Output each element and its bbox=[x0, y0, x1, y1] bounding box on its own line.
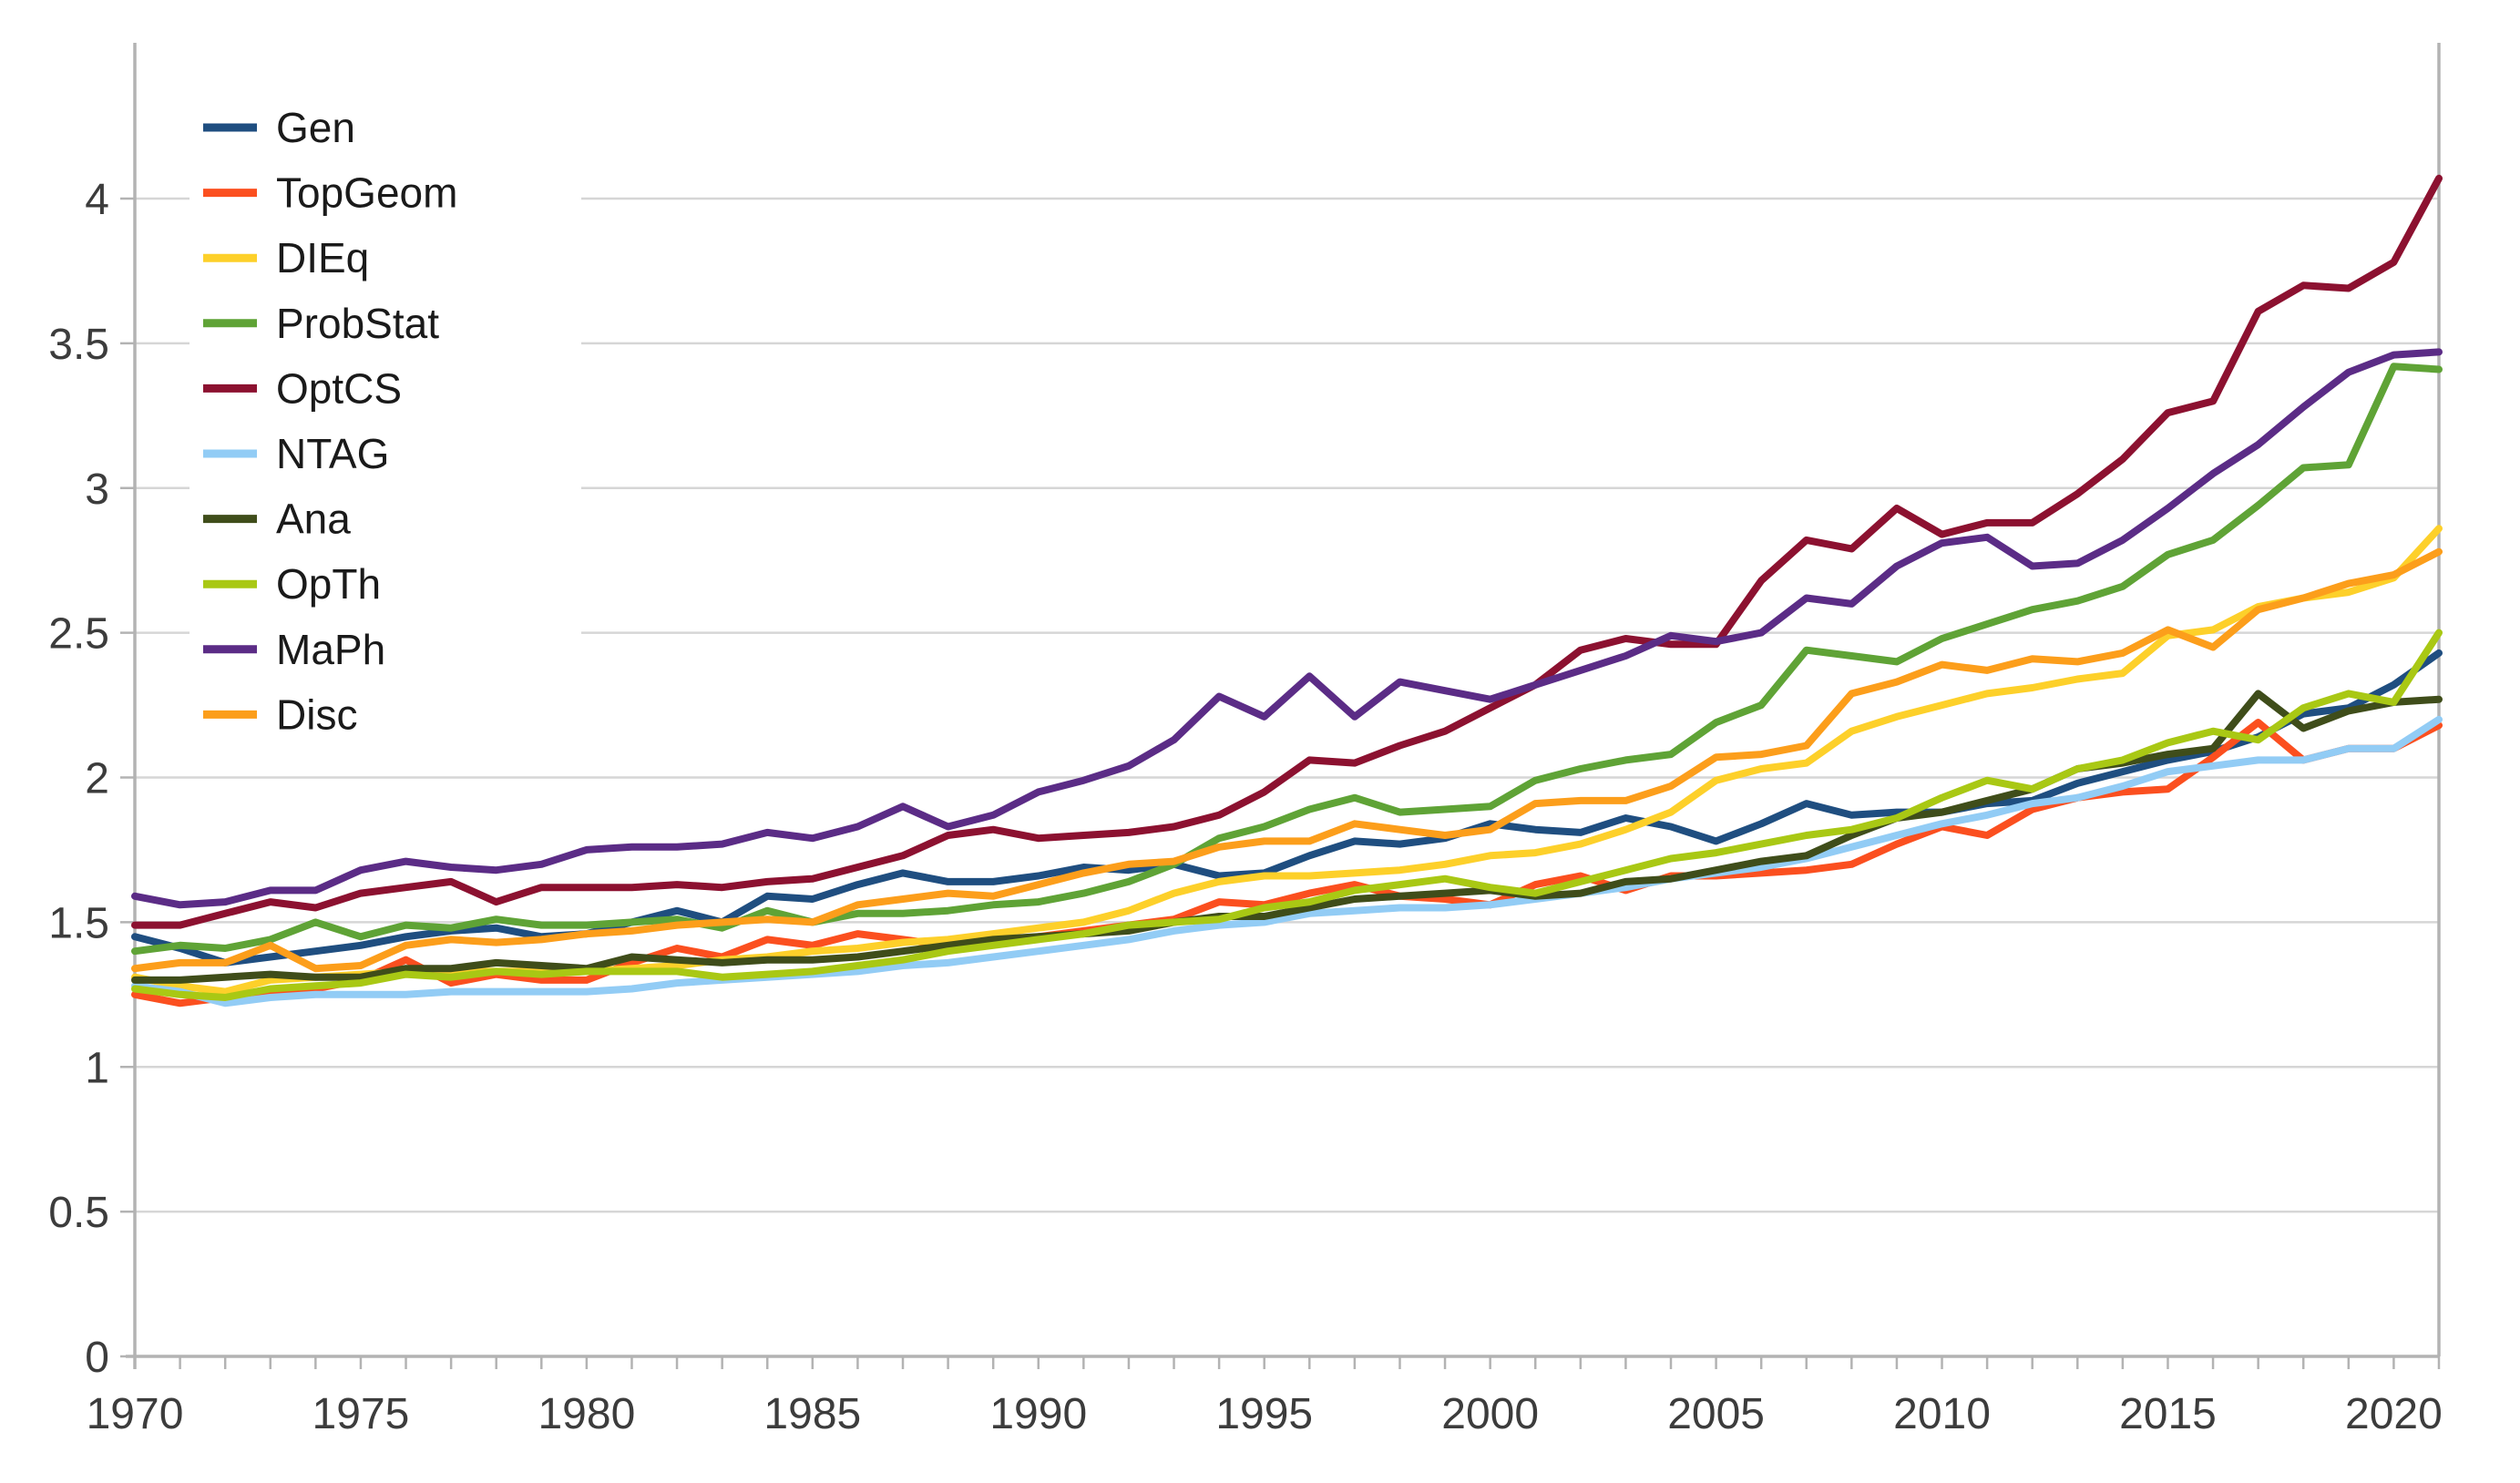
series-line-maph bbox=[131, 348, 2443, 909]
y-tick-labels: 0 0.5 1 1.5 2 2.5 3 3.5 4 bbox=[48, 176, 109, 1382]
series-line-gen bbox=[131, 649, 2443, 967]
x-tick-label: 1985 bbox=[763, 1390, 861, 1438]
y-tick-label: 3.5 bbox=[48, 321, 109, 369]
x-tick-label: 1975 bbox=[312, 1390, 410, 1438]
x-tick-label: 1980 bbox=[538, 1390, 635, 1438]
x-tick-label: 1990 bbox=[989, 1390, 1087, 1438]
y-tick-label: 2 bbox=[85, 755, 109, 803]
series-line-disc bbox=[131, 547, 2443, 973]
y-tick-label: 0.5 bbox=[48, 1189, 109, 1237]
y-tick-label: 4 bbox=[85, 176, 109, 224]
y-tick-label: 1.5 bbox=[48, 899, 109, 947]
series-line-opth bbox=[131, 629, 2443, 1001]
legend-label-probstat: ProbStat bbox=[276, 300, 439, 347]
x-tick-labels: 1970 1975 1980 1985 1990 1995 2000 2005 2010 2015… bbox=[87, 1390, 2443, 1438]
y-tick-label: 1 bbox=[85, 1044, 109, 1092]
legend-label-optcs: OptCS bbox=[276, 364, 402, 412]
legend-label-ana: Ana bbox=[276, 496, 351, 543]
y-tick-label: 3 bbox=[85, 465, 109, 514]
x-tick-label: 2010 bbox=[1893, 1390, 1991, 1438]
legend-label-opth: OpTh bbox=[276, 560, 381, 608]
y-ticks bbox=[120, 197, 135, 1358]
x-tick-label: 2020 bbox=[2345, 1390, 2443, 1438]
legend-label-gen: Gen bbox=[276, 104, 355, 151]
legend-label-topgeom: TopGeom bbox=[276, 169, 457, 217]
y-tick-label: 0 bbox=[85, 1334, 109, 1382]
legend-label-disc: Disc bbox=[276, 690, 357, 738]
x-tick-label: 2005 bbox=[1667, 1390, 1765, 1438]
legend-label-ntag: NTAG bbox=[276, 430, 389, 477]
x-tick-label: 1970 bbox=[87, 1390, 184, 1438]
series-line-probstat bbox=[131, 363, 2443, 956]
legend-label-maph: MaPh bbox=[276, 626, 385, 673]
x-tick-label: 2000 bbox=[1441, 1390, 1539, 1438]
legend: Gen TopGeom DIEq ProbStat OptCS NTAG Ana OpTh Ma… bbox=[190, 87, 581, 758]
series-lines bbox=[131, 174, 2443, 1007]
legend-label-dieq: DIEq bbox=[276, 234, 369, 281]
series-line-optcs bbox=[131, 174, 2443, 929]
series-line-ntag bbox=[131, 715, 2443, 1007]
y-tick-label: 2.5 bbox=[48, 610, 109, 659]
x-ticks bbox=[133, 1356, 2441, 1369]
x-tick-label: 2015 bbox=[2119, 1390, 2217, 1438]
x-tick-label: 1995 bbox=[1215, 1390, 1313, 1438]
